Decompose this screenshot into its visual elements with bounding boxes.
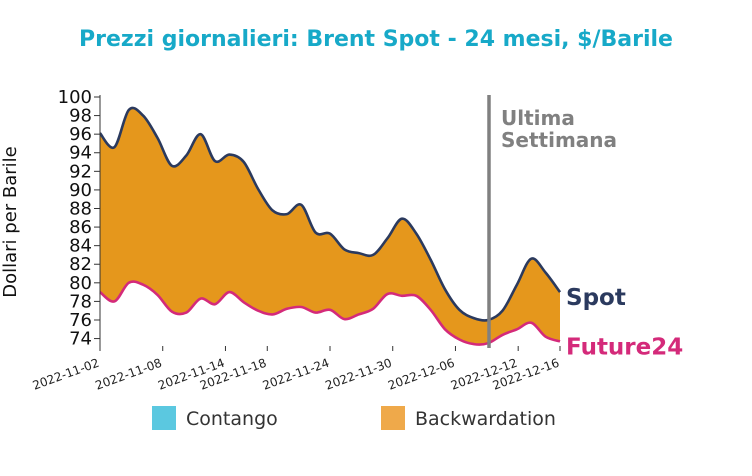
y-tick-label: 80: [69, 273, 92, 294]
x-tick-label: 2022-11-08: [93, 356, 163, 393]
y-tick-label: 78: [69, 291, 92, 312]
legend-swatch-backwardation: [381, 406, 405, 430]
x-tick-label: 2022-12-06: [386, 356, 456, 393]
y-tick-label: 88: [69, 198, 92, 219]
y-tick-label: 82: [69, 254, 92, 275]
last-week-marker: Ultima Settimana: [487, 95, 617, 348]
x-axis: 2022-11-022022-11-082022-11-142022-11-18…: [31, 346, 561, 393]
legend-label-contango: Contango: [186, 408, 278, 430]
y-tick-label: 90: [69, 180, 92, 201]
y-tick-label: 98: [69, 106, 92, 127]
spot-line: [98, 106, 562, 322]
future24-line: [99, 280, 561, 346]
series-end-labels: Spot Future24: [566, 285, 683, 360]
chart-title: Prezzi giornalieri: Brent Spot - 24 mesi…: [79, 27, 673, 52]
future24-end-label: Future24: [566, 334, 683, 360]
y-tick-label: 100: [58, 87, 92, 108]
y-tick-label: 86: [69, 217, 92, 238]
y-tick-label: 76: [69, 310, 92, 331]
y-tick-label: 94: [69, 143, 92, 164]
x-tick-label: 2022-11-24: [261, 356, 331, 393]
last-week-label: Ultima Settimana: [501, 106, 617, 152]
y-tick-label: 74: [69, 329, 92, 350]
plot-area: [98, 106, 562, 346]
y-axis-label: Dollari per Barile: [0, 146, 21, 298]
backwardation-area: [100, 107, 560, 345]
x-tick-label: 2022-11-02: [31, 356, 101, 393]
legend-swatch-contango: [152, 406, 176, 430]
spot-end-label: Spot: [566, 285, 626, 311]
y-tick-label: 84: [69, 236, 92, 257]
y-tick-label: 92: [69, 161, 92, 182]
legend-label-backwardation: Backwardation: [415, 408, 556, 430]
legend: Contango Backwardation: [152, 406, 556, 430]
x-tick-label: 2022-11-30: [323, 356, 393, 393]
y-tick-label: 96: [69, 124, 92, 145]
